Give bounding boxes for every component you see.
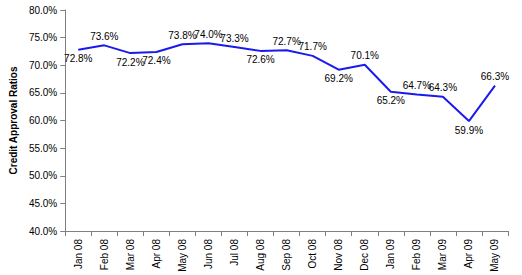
svg-text:66.3%: 66.3%: [481, 71, 509, 82]
svg-text:Dec 08: Dec 08: [359, 239, 370, 271]
svg-text:Credit Approval Ratios: Credit Approval Ratios: [8, 66, 19, 174]
svg-text:69.2%: 69.2%: [325, 73, 353, 84]
svg-text:Oct 08: Oct 08: [307, 239, 318, 269]
svg-text:Apr 08: Apr 08: [151, 239, 162, 269]
svg-text:40.0%: 40.0%: [29, 226, 57, 237]
svg-text:71.7%: 71.7%: [298, 41, 326, 52]
svg-text:72.6%: 72.6%: [246, 54, 274, 65]
svg-text:45.0%: 45.0%: [29, 198, 57, 209]
svg-text:72.7%: 72.7%: [272, 36, 300, 47]
svg-text:Jan 09: Jan 09: [385, 239, 396, 269]
svg-text:65.2%: 65.2%: [377, 95, 405, 106]
svg-text:Sep 08: Sep 08: [281, 239, 292, 271]
svg-text:May 08: May 08: [177, 239, 188, 272]
svg-text:73.3%: 73.3%: [220, 33, 248, 44]
svg-text:72.4%: 72.4%: [142, 55, 170, 66]
svg-text:80.0%: 80.0%: [29, 5, 57, 16]
svg-text:64.7%: 64.7%: [403, 80, 431, 91]
svg-text:Apr 09: Apr 09: [463, 239, 474, 269]
svg-text:70.1%: 70.1%: [351, 50, 379, 61]
svg-text:Jul 08: Jul 08: [229, 239, 240, 266]
svg-text:Mar 09: Mar 09: [437, 239, 448, 271]
svg-text:73.8%: 73.8%: [168, 30, 196, 41]
svg-text:59.9%: 59.9%: [455, 125, 483, 136]
svg-text:64.3%: 64.3%: [429, 82, 457, 93]
svg-text:65.0%: 65.0%: [29, 87, 57, 98]
svg-text:55.0%: 55.0%: [29, 143, 57, 154]
svg-text:50.0%: 50.0%: [29, 170, 57, 181]
svg-text:75.0%: 75.0%: [29, 32, 57, 43]
svg-text:Mar 08: Mar 08: [125, 239, 136, 271]
svg-text:Feb 09: Feb 09: [411, 239, 422, 271]
svg-text:Jan 08: Jan 08: [73, 239, 84, 269]
svg-text:Jun 08: Jun 08: [203, 239, 214, 269]
svg-text:Nov 08: Nov 08: [333, 239, 344, 271]
svg-text:74.0%: 74.0%: [194, 29, 222, 40]
svg-text:73.6%: 73.6%: [90, 31, 118, 42]
svg-text:60.0%: 60.0%: [29, 115, 57, 126]
svg-text:May 09: May 09: [489, 239, 500, 272]
svg-text:Aug 08: Aug 08: [255, 239, 266, 271]
svg-text:72.8%: 72.8%: [64, 53, 92, 64]
svg-text:Feb 08: Feb 08: [99, 239, 110, 271]
svg-text:70.0%: 70.0%: [29, 60, 57, 71]
svg-text:72.2%: 72.2%: [116, 57, 144, 68]
